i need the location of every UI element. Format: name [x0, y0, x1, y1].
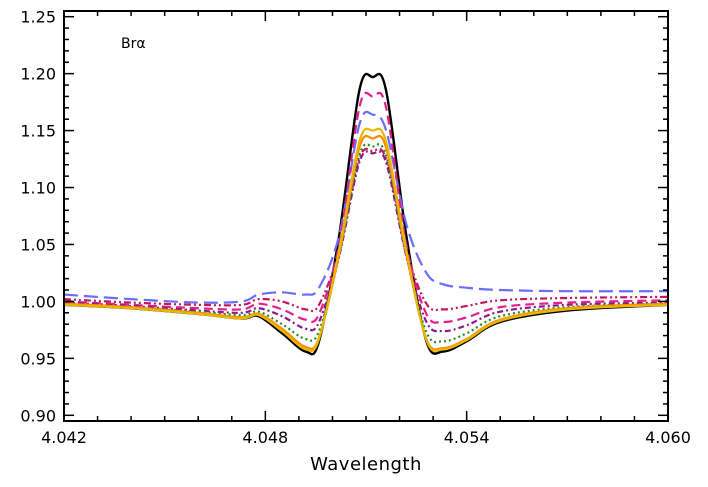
y-tick-label: 1.00 — [20, 292, 56, 311]
x-tick-label: 4.042 — [41, 428, 87, 447]
series-line-2 — [63, 127, 669, 353]
x-tick-label: 4.048 — [242, 428, 288, 447]
y-tick-label: 1.10 — [20, 179, 56, 198]
y-tick-label: 1.20 — [20, 65, 56, 84]
plot-frame — [63, 10, 669, 422]
series-line-1 — [63, 72, 669, 356]
series-line-4 — [63, 143, 669, 344]
series-line-6 — [63, 91, 669, 324]
y-tick-label: 0.90 — [20, 406, 56, 425]
axis-tick-labels: 4.042 4.048 4.054 4.060 0.90 0.95 1.00 1.05 1.10… — [20, 8, 691, 447]
x-tick-label: 4.054 — [444, 428, 490, 447]
series-line-7 — [63, 147, 669, 313]
series-line-3 — [63, 134, 669, 351]
x-axis-title: Wavelength — [310, 454, 422, 475]
y-tick-label: 1.05 — [20, 235, 56, 254]
y-tick-label: 0.95 — [20, 349, 56, 368]
plot-lines — [63, 72, 669, 356]
y-tick-label: 1.15 — [20, 122, 56, 141]
y-tick-label: 1.25 — [20, 8, 56, 27]
line-annotation: Brα — [121, 36, 146, 52]
series-line-8 — [63, 110, 669, 304]
axis-ticks — [63, 11, 669, 421]
x-tick-label: 4.060 — [645, 428, 691, 447]
series-line-5 — [63, 150, 669, 333]
